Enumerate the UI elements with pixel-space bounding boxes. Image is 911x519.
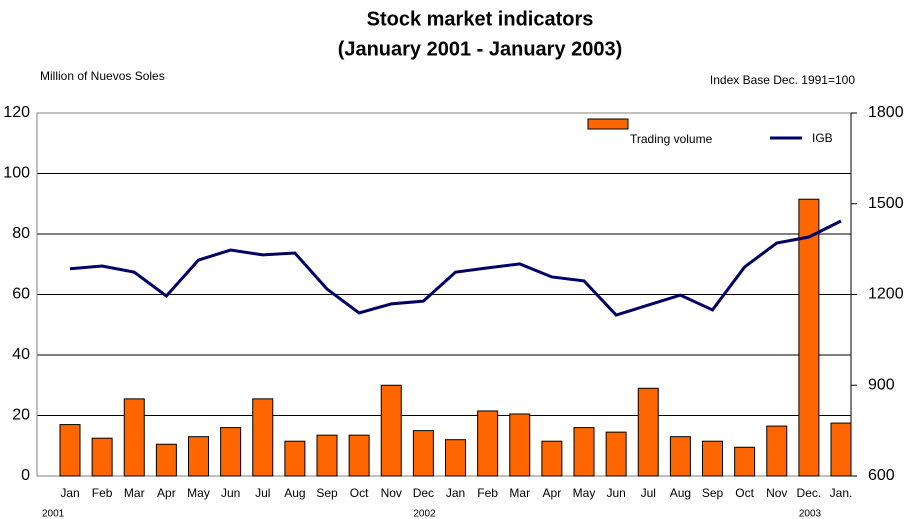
bar xyxy=(509,413,531,477)
bar xyxy=(766,425,788,477)
y-tick-label: 120 xyxy=(3,104,30,121)
legend-swatch xyxy=(587,118,629,130)
x-tick-label: Feb xyxy=(477,486,498,500)
bar xyxy=(123,398,145,477)
x-tick-label: Mar xyxy=(124,486,145,500)
x-tick-label: Apr xyxy=(543,486,562,500)
x-tick-label: May xyxy=(187,486,210,500)
x-tick-label: May xyxy=(573,486,596,500)
x-tick-label: Jun xyxy=(221,486,240,500)
y-tick-label: 80 xyxy=(12,225,30,242)
x-tick-label: Dec xyxy=(413,486,434,500)
legend-label: IGB xyxy=(812,131,833,145)
bar xyxy=(669,436,691,477)
bar xyxy=(59,424,81,477)
x-tick-label: Aug xyxy=(284,486,305,500)
line xyxy=(69,219,842,317)
year-label: 2003 xyxy=(799,509,822,519)
x-tick-label: Jan. xyxy=(830,486,853,500)
y2-tick-label: 1800 xyxy=(868,104,904,121)
x-tick-label: Oct xyxy=(350,486,369,500)
x-tick-label: Sep xyxy=(316,486,338,500)
x-tick-label: Nov xyxy=(766,486,787,500)
y2-tick-label: 900 xyxy=(868,376,895,393)
year-label: 2001 xyxy=(42,509,65,519)
chart-subtitle: (January 2001 - January 2003) xyxy=(338,38,623,60)
x-tick-label: Apr xyxy=(157,486,176,500)
bar xyxy=(541,440,563,477)
legend-label: Trading volume xyxy=(630,132,713,146)
x-tick-label: Jan xyxy=(446,486,465,500)
chart-title: Stock market indicators xyxy=(367,8,594,30)
year-label: 2002 xyxy=(413,509,436,519)
x-tick-label: Mar xyxy=(509,486,530,500)
bar xyxy=(91,437,113,477)
bar xyxy=(188,436,209,477)
bar xyxy=(252,398,274,477)
y2-tick-label: 1500 xyxy=(868,195,904,212)
x-tick-label: Oct xyxy=(735,486,754,500)
x-tick-label: Jul xyxy=(641,486,656,500)
bar xyxy=(830,422,852,477)
y-tick-label: 20 xyxy=(12,407,30,424)
bar xyxy=(348,434,370,477)
bar xyxy=(316,434,338,477)
x-tick-label: Jul xyxy=(255,486,270,500)
x-tick-label: Jan xyxy=(60,486,79,500)
bar xyxy=(573,427,595,477)
y-tick-label: 0 xyxy=(21,467,30,484)
bar xyxy=(702,440,723,477)
bar xyxy=(734,446,756,477)
bar xyxy=(155,443,177,477)
y-tick-label: 60 xyxy=(12,286,30,303)
y2-tick-label: 1200 xyxy=(868,286,904,303)
bar xyxy=(380,384,402,477)
bar xyxy=(445,439,466,477)
x-tick-label: Dec. xyxy=(797,486,822,500)
y-tick-label: 40 xyxy=(12,346,30,363)
bar xyxy=(412,430,434,477)
y-axis-label: Million of Nuevos Soles xyxy=(40,69,165,83)
x-tick-label: Feb xyxy=(92,486,113,500)
y2-axis-label: Index Base Dec. 1991=100 xyxy=(710,73,855,87)
bar xyxy=(605,431,627,477)
x-tick-label: Aug xyxy=(670,486,691,500)
bar xyxy=(798,198,820,477)
x-tick-label: Jun xyxy=(606,486,625,500)
bar xyxy=(284,440,306,477)
y2-tick-label: 600 xyxy=(868,467,895,484)
x-tick-label: Nov xyxy=(381,486,402,500)
x-tick-label: Sep xyxy=(702,486,724,500)
bar xyxy=(477,410,499,477)
y-tick-label: 100 xyxy=(3,165,30,182)
bar xyxy=(637,387,659,477)
bar xyxy=(220,427,242,477)
